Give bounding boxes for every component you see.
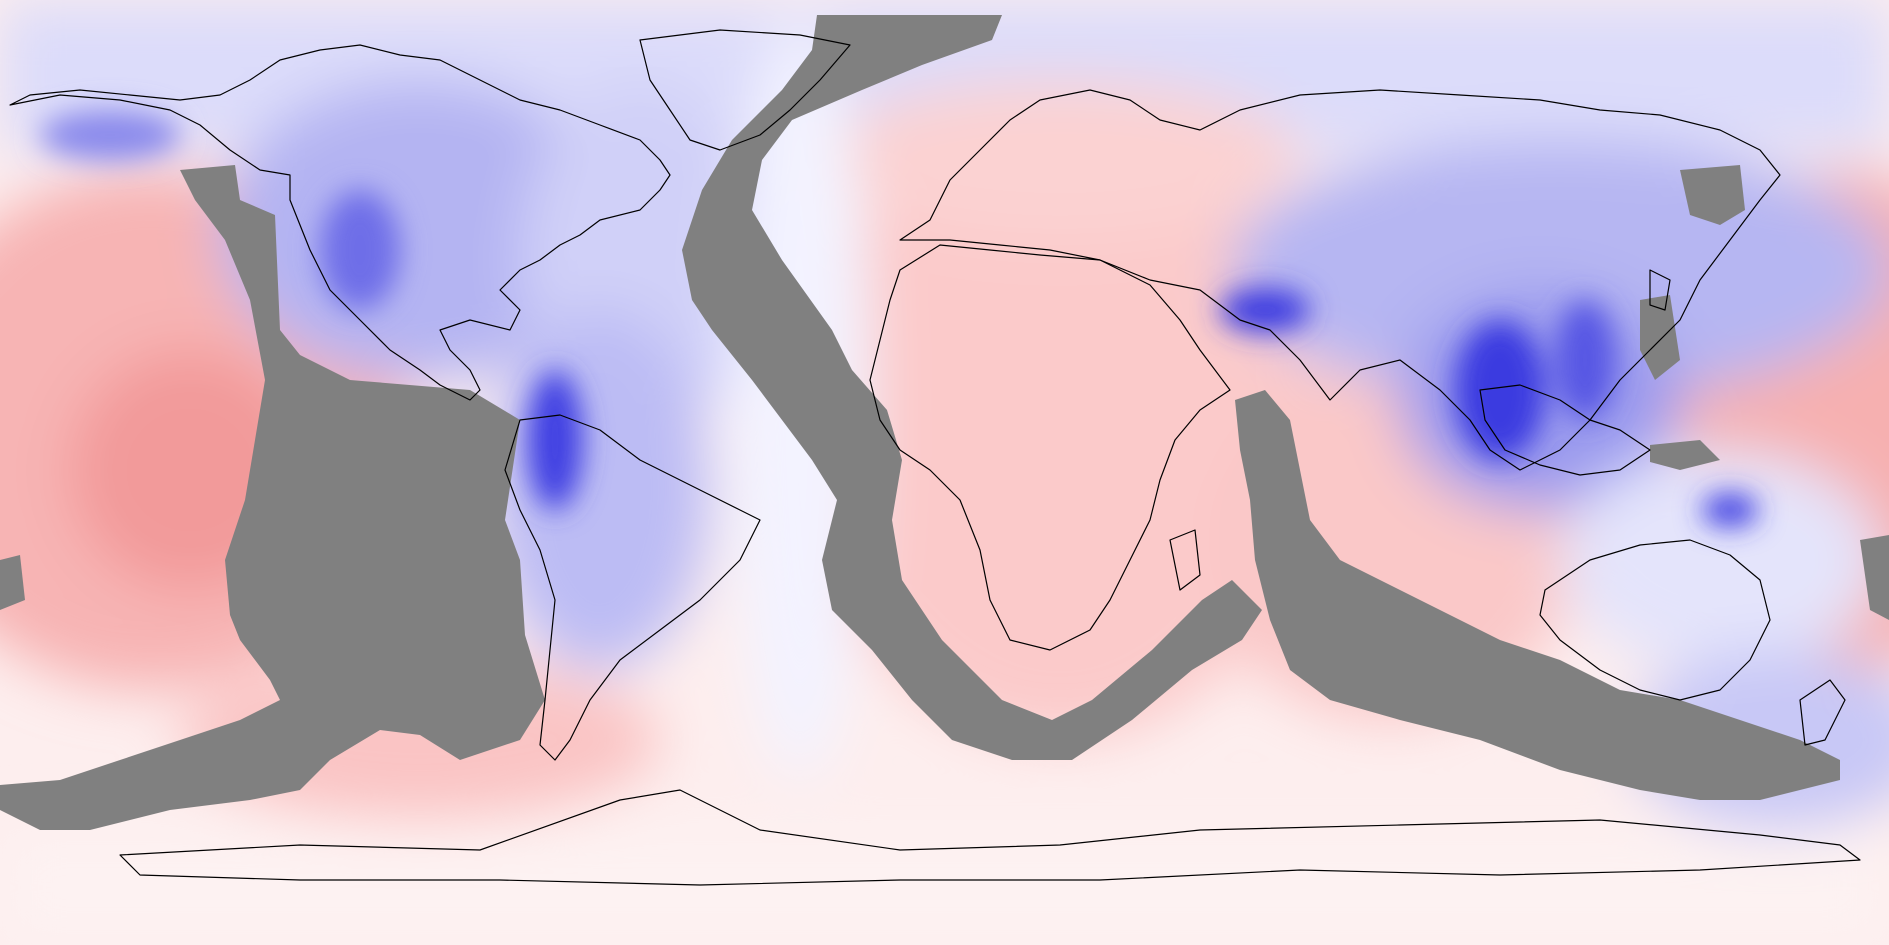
strong-negative-cores <box>40 110 1758 526</box>
africa-positive <box>800 120 1320 740</box>
southern-ring <box>0 830 1889 945</box>
indochina-core <box>1455 320 1545 460</box>
indonesia-coastline <box>1479 384 1651 476</box>
south-china-core <box>1555 300 1615 420</box>
atlantic-ridge-mask <box>682 15 1262 760</box>
madagascar-coastline <box>1169 529 1201 591</box>
japan-trench-mask <box>1640 295 1680 380</box>
antarctica-coastline <box>119 789 1861 886</box>
south-america-coastline <box>504 414 761 761</box>
masked-regions <box>0 15 1889 830</box>
australia-weak-negative <box>1560 450 1880 670</box>
africa-coastline <box>869 244 1231 651</box>
new-zealand-coastline <box>1799 679 1846 746</box>
australia-coastline <box>1539 539 1771 701</box>
eurasia-coastline <box>899 89 1781 471</box>
north-america-negative <box>220 80 620 380</box>
tonga-mask <box>1860 535 1889 620</box>
japan-coastline <box>1649 269 1671 311</box>
sea-of-okhotsk-mask <box>1680 165 1745 225</box>
north-america-coastline <box>9 44 671 401</box>
alaska-core <box>40 110 180 160</box>
new-guinea-core <box>1702 494 1758 526</box>
andes-core <box>527 370 583 510</box>
southwest-indian-ridge-mask <box>1235 390 1840 800</box>
himalaya-west-core <box>1220 288 1310 332</box>
coastlines <box>9 29 1861 886</box>
samoa-mask <box>0 555 25 610</box>
greenland-coastline <box>639 29 851 151</box>
europe-positive <box>820 80 1300 240</box>
rockies-core <box>320 190 400 310</box>
new-guinea-mask <box>1650 440 1720 470</box>
east-pacific-mask <box>0 165 545 830</box>
